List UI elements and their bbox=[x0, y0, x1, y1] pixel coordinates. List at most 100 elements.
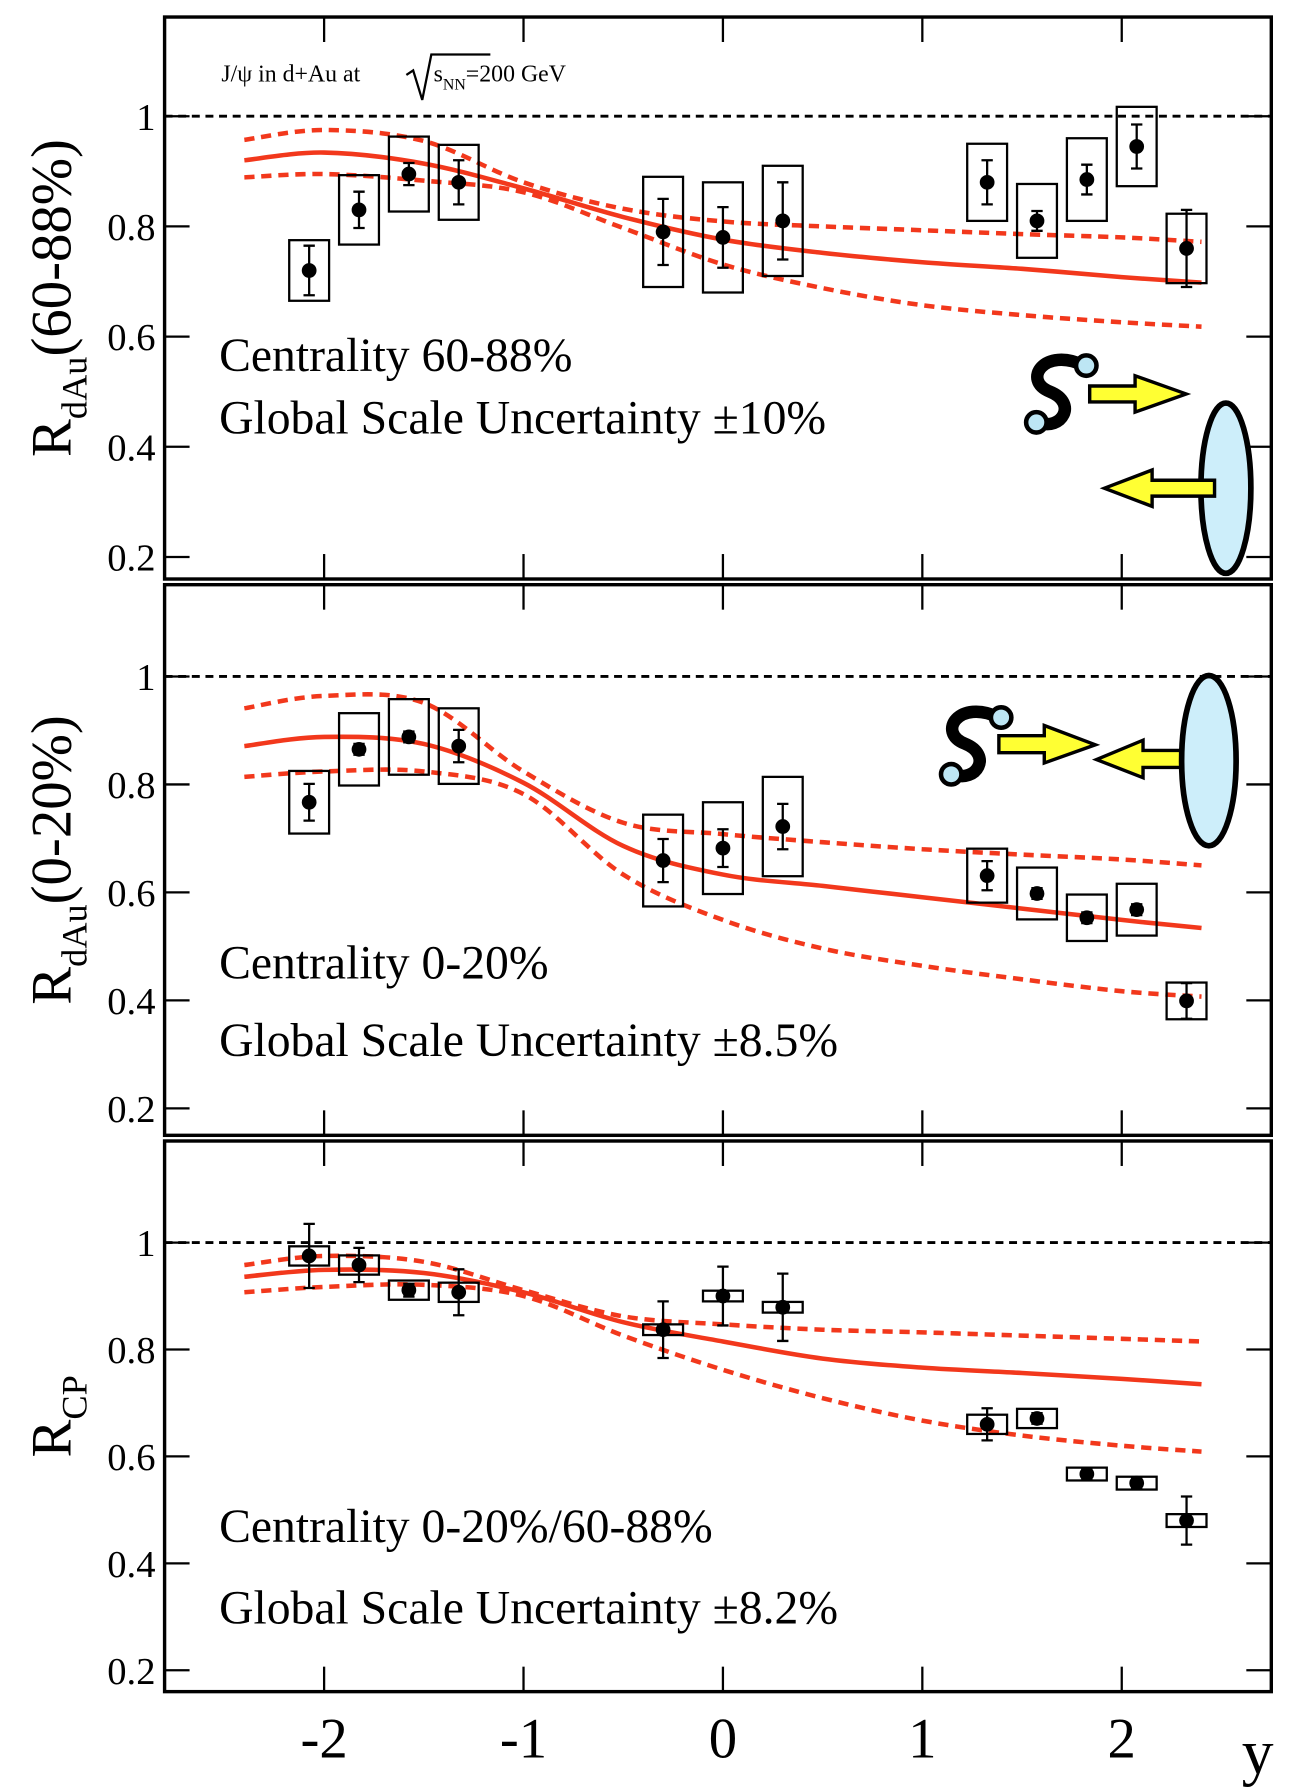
title-sqrt-s: s bbox=[434, 62, 443, 88]
data-point bbox=[1079, 172, 1095, 187]
y-tick-label: 0.4 bbox=[107, 427, 155, 469]
y-label-sub: dAu bbox=[54, 357, 94, 420]
nucleon bbox=[938, 761, 964, 787]
plot-layer: 0.2 0.4 0.6 0.8 1 Centrality 60-88% Global Sca… bbox=[20, 15, 1274, 1787]
systematic-box bbox=[642, 175, 685, 289]
title: J/ψ in d+Au at bbox=[221, 62, 360, 88]
data-point bbox=[715, 840, 731, 856]
systematic-box bbox=[437, 707, 480, 786]
annotation: Global Scale Uncertainty ±8.5% bbox=[219, 1015, 838, 1067]
arrow-right bbox=[997, 723, 1101, 766]
deuteron bbox=[946, 705, 1006, 783]
arrow-left bbox=[1099, 467, 1217, 509]
systematic-box bbox=[701, 181, 745, 294]
collision-icon bbox=[938, 672, 1239, 849]
data-point bbox=[655, 224, 671, 240]
y-tick-label: 0.8 bbox=[107, 765, 155, 807]
title-text: J/ψ in d+Au at bbox=[221, 62, 360, 88]
y-tick-label: 1 bbox=[136, 657, 155, 699]
y-tick-label: 0.2 bbox=[107, 1651, 155, 1693]
model-band-edge bbox=[244, 767, 1202, 999]
data-point bbox=[1179, 993, 1194, 1009]
data-point bbox=[655, 1322, 671, 1338]
y-label-suffix: (0-20%) bbox=[20, 715, 83, 904]
x-tick-label: 1 bbox=[908, 1707, 936, 1770]
data-point bbox=[715, 230, 731, 245]
systematic-box bbox=[437, 143, 480, 221]
data-point bbox=[301, 263, 317, 278]
annotation: Centrality 60-88% bbox=[219, 330, 572, 382]
data-point bbox=[775, 1299, 791, 1315]
y-label-main: R bbox=[20, 419, 83, 457]
arrow-left bbox=[1091, 737, 1185, 781]
data-point bbox=[401, 729, 417, 745]
plot-frame bbox=[162, 1139, 1274, 1694]
annotation: Centrality 0-20% bbox=[219, 938, 549, 990]
systematic-box bbox=[288, 239, 331, 302]
systematic-box bbox=[1065, 137, 1108, 223]
data-point bbox=[1029, 886, 1045, 901]
systematic-box bbox=[966, 142, 1009, 223]
data-point bbox=[775, 213, 791, 229]
data-point bbox=[1129, 1475, 1145, 1491]
data-point bbox=[351, 741, 367, 757]
y-tick-label: 1 bbox=[136, 1223, 155, 1265]
systematic-box bbox=[761, 775, 804, 878]
x-tick-label: 2 bbox=[1108, 1707, 1136, 1770]
data-point bbox=[775, 819, 791, 834]
y-label-sub: dAu bbox=[54, 904, 94, 967]
collision-icon bbox=[1023, 353, 1254, 577]
data-point bbox=[351, 1257, 367, 1273]
systematic-box bbox=[387, 135, 430, 213]
annotation: Global Scale Uncertainty ±10% bbox=[219, 393, 826, 445]
data-point bbox=[1079, 1466, 1095, 1482]
systematic-box bbox=[1115, 105, 1158, 188]
x-tick-label: -2 bbox=[300, 1707, 347, 1770]
data-point bbox=[979, 1416, 995, 1432]
nucleon bbox=[1073, 353, 1099, 379]
data-point bbox=[1179, 1513, 1194, 1528]
y-axis-label: RdAu(60-88%) bbox=[20, 139, 94, 457]
model-band-edge bbox=[244, 1282, 1202, 1454]
annotation: Centrality 0-20%/60-88% bbox=[219, 1501, 713, 1553]
gold-nucleus bbox=[1178, 672, 1239, 849]
systematic-box bbox=[761, 164, 804, 278]
y-label-main: R bbox=[20, 967, 83, 1005]
sqrt-sign bbox=[405, 53, 491, 101]
annotation: Global Scale Uncertainty ±8.2% bbox=[219, 1583, 838, 1635]
systematic-box bbox=[337, 712, 381, 787]
data-point bbox=[351, 202, 367, 218]
y-tick-label: 0.6 bbox=[107, 1437, 155, 1479]
data-point bbox=[451, 174, 467, 190]
y-tick-label: 0.8 bbox=[107, 207, 155, 249]
systematic-box bbox=[288, 769, 331, 835]
systematic-box bbox=[701, 801, 745, 896]
systematic-box bbox=[387, 1279, 430, 1301]
nucleon bbox=[988, 705, 1014, 731]
data-point bbox=[979, 174, 995, 190]
y-tick-label: 0.8 bbox=[107, 1330, 155, 1372]
data-point bbox=[1079, 910, 1095, 926]
data-point bbox=[451, 1284, 467, 1300]
plot-frame bbox=[162, 582, 1274, 1138]
title-sub: NN bbox=[443, 77, 466, 94]
systematic-box bbox=[387, 698, 430, 776]
y-axis-label: RCP bbox=[20, 1375, 94, 1457]
systematic-box bbox=[1115, 882, 1158, 937]
data-point bbox=[1129, 902, 1145, 918]
x-tick-label: -1 bbox=[500, 1707, 547, 1770]
data-point bbox=[1029, 1411, 1045, 1426]
deuteron bbox=[1031, 353, 1091, 431]
y-tick-label: 0.6 bbox=[107, 873, 155, 915]
x-tick-label: 0 bbox=[709, 1707, 737, 1770]
arrow-right bbox=[1087, 373, 1192, 415]
y-tick-label: 0.4 bbox=[107, 1544, 155, 1586]
y-label-sub: CP bbox=[54, 1375, 94, 1419]
data-point bbox=[715, 1288, 731, 1304]
data-point bbox=[401, 1282, 417, 1298]
data-point bbox=[1129, 139, 1145, 154]
data-point bbox=[655, 853, 671, 868]
model-band-edge bbox=[244, 1253, 1202, 1344]
